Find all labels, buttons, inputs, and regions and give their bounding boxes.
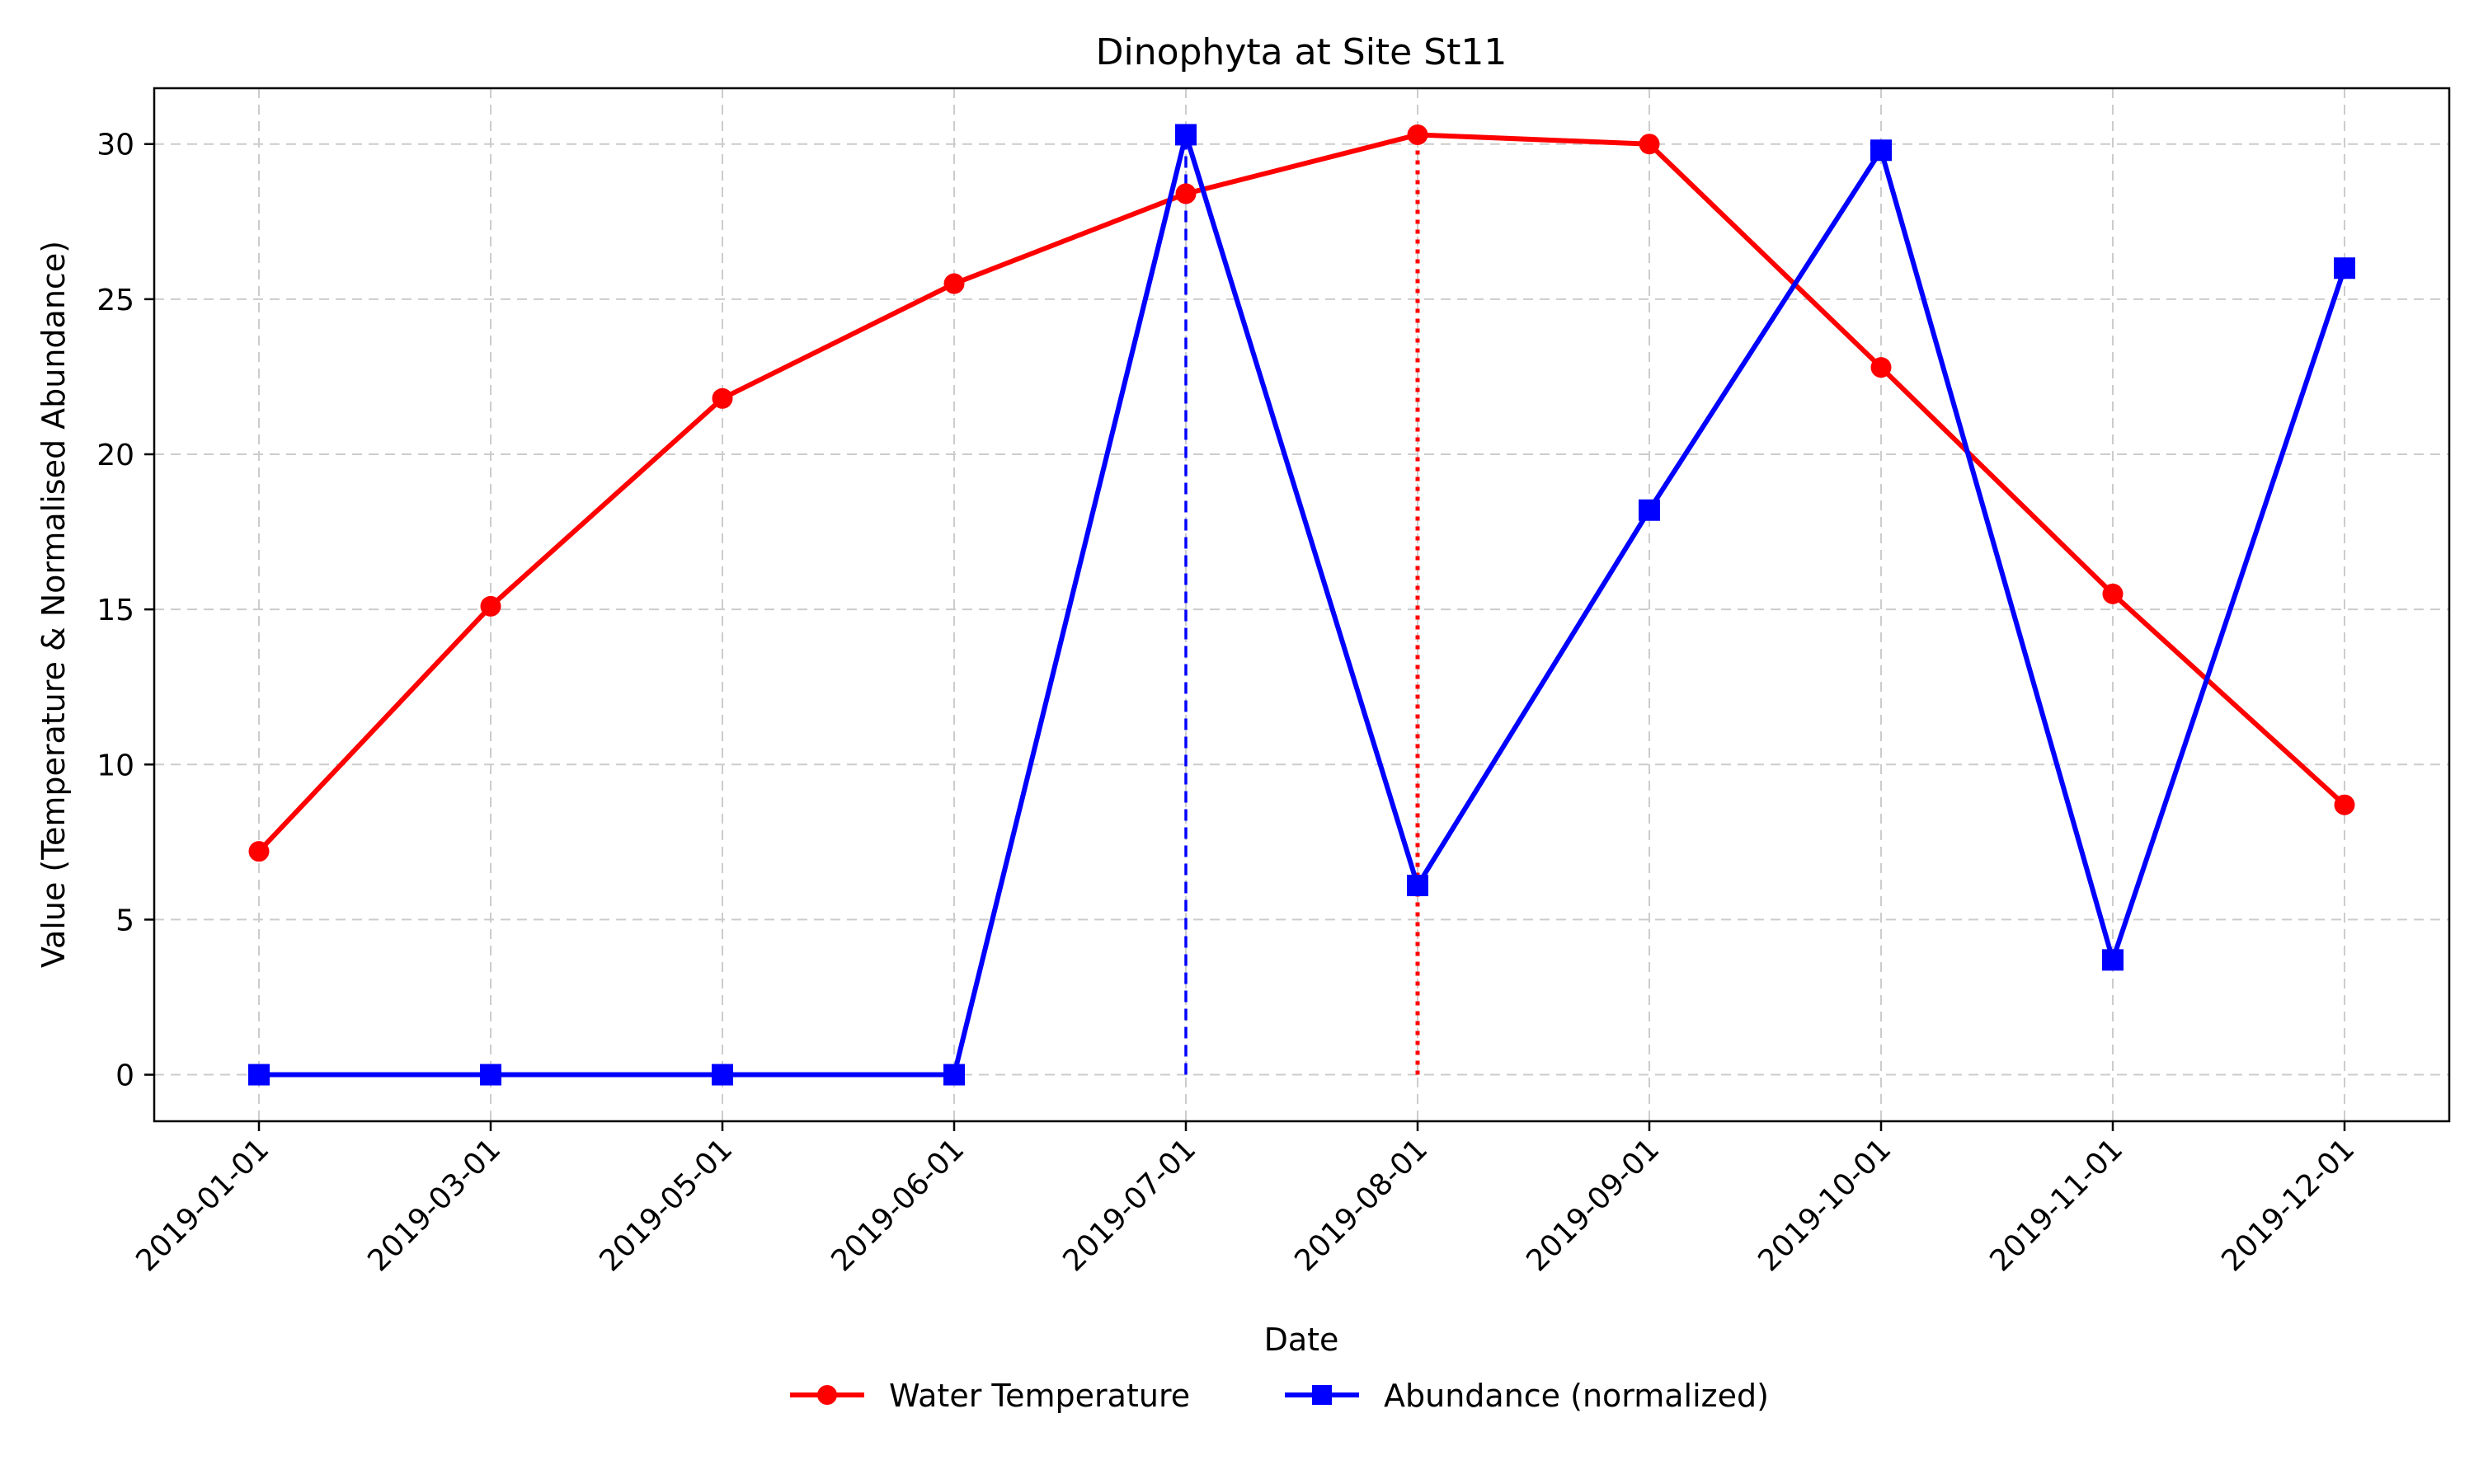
legend-label-abundance: Abundance (normalized) — [1384, 1378, 1769, 1414]
x-axis: 2019-01-01 2019-03-01 2019-05-01 2019-06-01… — [129, 1121, 2361, 1278]
y-tick-label: 20 — [96, 439, 134, 472]
data-point-water-temperature — [1175, 183, 1197, 204]
data-point-abundance-normalized — [712, 1064, 733, 1086]
plot-frame — [153, 87, 2451, 1123]
x-tick-label: 2019-08-01 — [1288, 1132, 1434, 1278]
data-point-abundance-normalized — [1175, 124, 1197, 146]
x-axis-label: Date — [1264, 1322, 1339, 1358]
y-axis-label: Value (Temperature & Normalised Abundanc… — [35, 241, 72, 968]
x-tick-label: 2019-10-01 — [1752, 1132, 1898, 1278]
y-tick-label: 15 — [96, 594, 134, 627]
data-point-abundance-normalized — [943, 1064, 965, 1086]
series-line-abundance-normalized — [259, 132, 2347, 1078]
legend-label-water-temperature: Water Temperature — [889, 1378, 1190, 1414]
data-point-abundance-normalized — [2102, 949, 2124, 971]
data-point-water-temperature — [1407, 124, 1428, 145]
data-point-abundance-normalized — [1870, 139, 1892, 162]
y-tick-label: 25 — [96, 284, 134, 317]
data-point-water-temperature — [1639, 134, 1660, 155]
x-tick-label: 2019-03-01 — [361, 1132, 507, 1278]
data-point-abundance-normalized — [480, 1064, 501, 1086]
data-point-abundance-normalized — [1639, 499, 1660, 521]
series-layer — [248, 124, 2355, 1086]
x-tick-label: 2019-11-01 — [1983, 1132, 2129, 1278]
legend-marker-water-temperature — [817, 1385, 837, 1405]
legend-marker-abundance — [1312, 1385, 1332, 1405]
data-point-water-temperature — [943, 273, 965, 294]
data-point-water-temperature — [1870, 357, 1892, 378]
data-point-abundance-normalized — [1407, 875, 1428, 897]
x-tick-label: 2019-01-01 — [129, 1132, 275, 1278]
data-point-water-temperature — [712, 387, 733, 409]
x-tick-label: 2019-07-01 — [1056, 1132, 1202, 1278]
y-axis: 0 5 10 15 20 25 30 — [96, 129, 154, 1093]
legend: Water Temperature Abundance (normalized) — [790, 1378, 1769, 1414]
chart-title: Dinophyta at Site St11 — [1096, 31, 1507, 73]
data-point-water-temperature — [2334, 794, 2355, 815]
y-tick-label: 10 — [96, 749, 134, 782]
reference-lines — [1184, 134, 1420, 1075]
x-tick-label: 2019-12-01 — [2215, 1132, 2361, 1278]
x-tick-label: 2019-06-01 — [825, 1132, 971, 1278]
x-tick-label: 2019-05-01 — [593, 1132, 739, 1278]
data-point-abundance-normalized — [248, 1064, 270, 1086]
data-point-water-temperature — [248, 841, 270, 862]
y-tick-label: 5 — [115, 904, 134, 937]
data-point-abundance-normalized — [2334, 257, 2355, 279]
x-tick-label: 2019-09-01 — [1520, 1132, 1666, 1278]
data-point-water-temperature — [2102, 583, 2124, 604]
y-tick-label: 30 — [96, 129, 134, 162]
series-line-water-temperature — [256, 132, 2347, 853]
y-tick-label: 0 — [115, 1059, 134, 1093]
data-point-water-temperature — [480, 595, 501, 617]
